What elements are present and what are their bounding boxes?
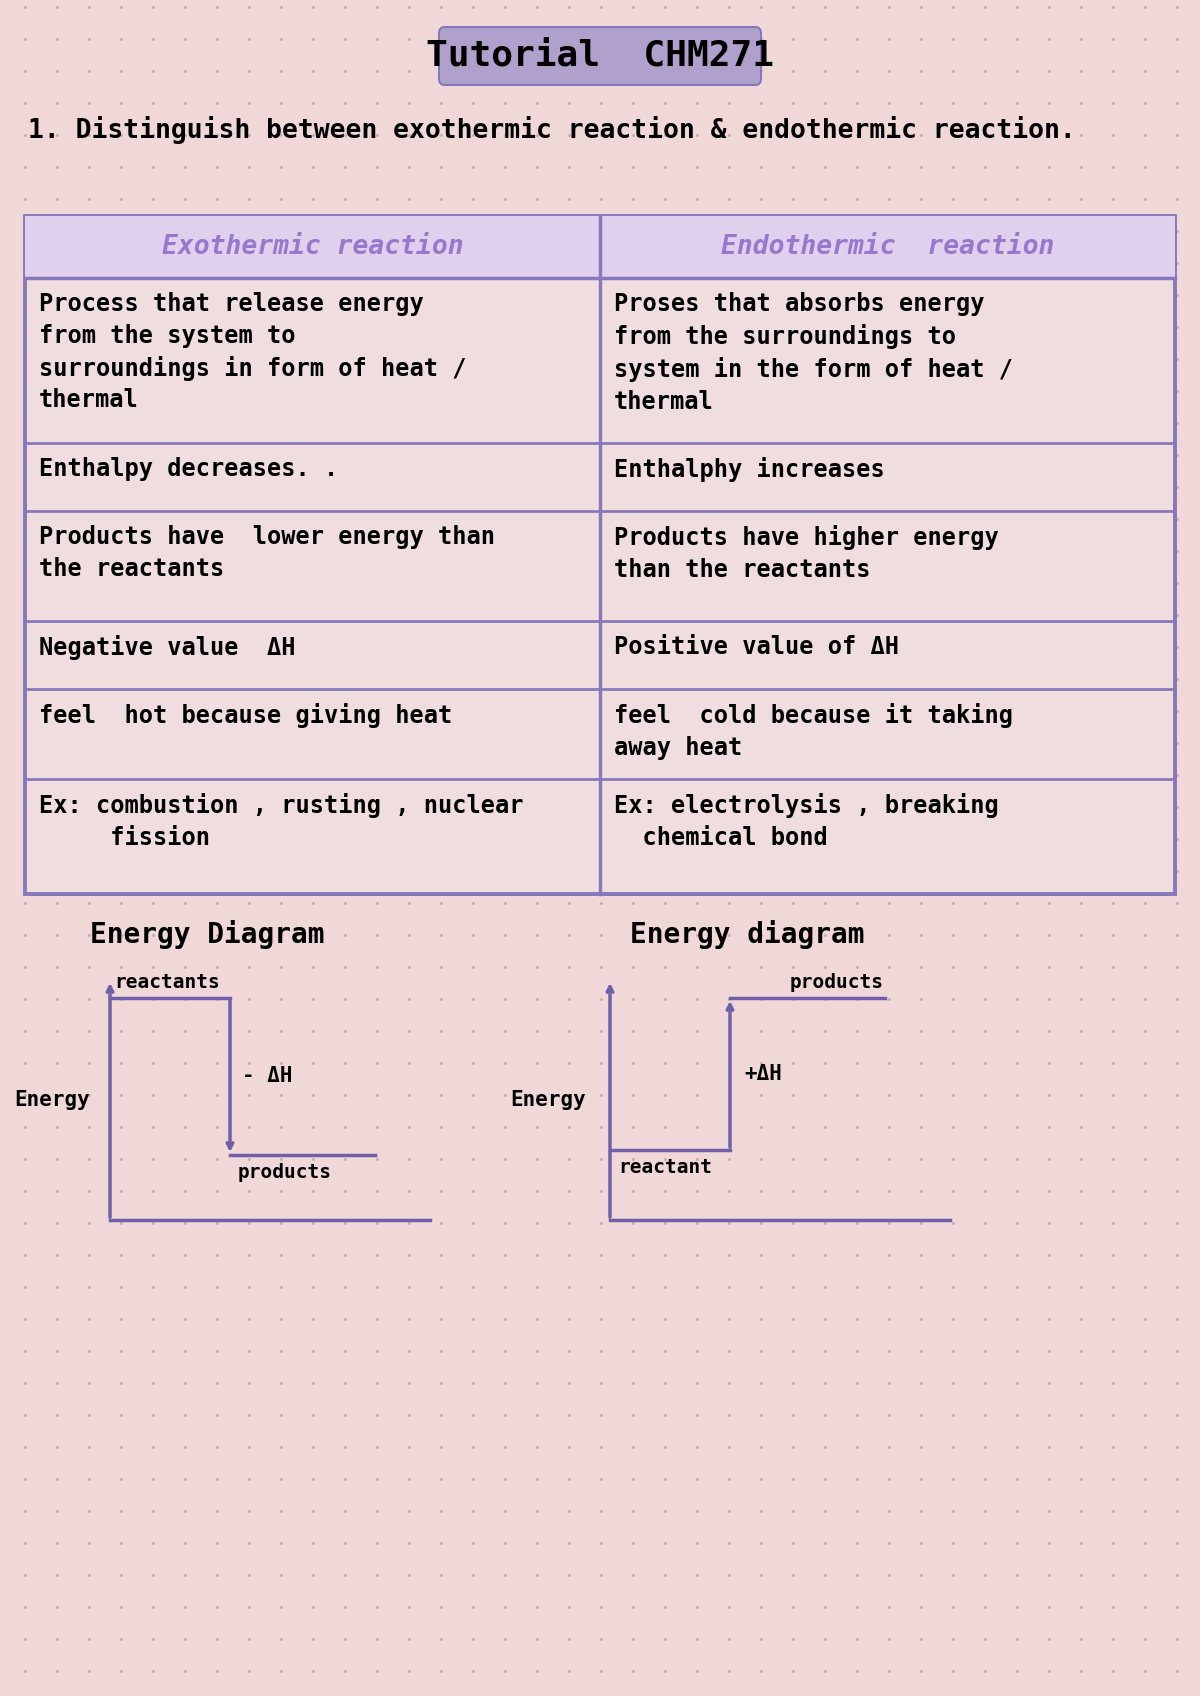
Text: Energy diagram: Energy diagram bbox=[630, 919, 864, 950]
Text: Products have  lower energy than
the reactants: Products have lower energy than the reac… bbox=[38, 526, 496, 580]
Text: Tutorial  CHM271: Tutorial CHM271 bbox=[426, 39, 774, 73]
Bar bbox=[25, 215, 1175, 894]
Text: 1. Distinguish between exothermic reaction & endothermic reaction.: 1. Distinguish between exothermic reacti… bbox=[28, 115, 1075, 144]
FancyBboxPatch shape bbox=[439, 27, 761, 85]
Text: reactant: reactant bbox=[618, 1158, 712, 1177]
Text: products: products bbox=[238, 1163, 332, 1182]
Text: Ex: combustion , rusting , nuclear
     fission: Ex: combustion , rusting , nuclear fissi… bbox=[38, 794, 523, 850]
Text: Ex: electrolysis , breaking
  chemical bond: Ex: electrolysis , breaking chemical bon… bbox=[614, 794, 998, 850]
Text: +ΔH: +ΔH bbox=[744, 1063, 782, 1084]
Text: - ΔH: - ΔH bbox=[242, 1067, 293, 1087]
Text: Positive value of ΔH: Positive value of ΔH bbox=[614, 634, 899, 660]
Text: Energy: Energy bbox=[14, 1091, 90, 1109]
Text: feel  cold because it taking
away heat: feel cold because it taking away heat bbox=[614, 704, 1013, 760]
Text: Proses that absorbs energy
from the surroundings to
system in the form of heat /: Proses that absorbs energy from the surr… bbox=[614, 292, 1013, 414]
Text: Enthalpy decreases. .: Enthalpy decreases. . bbox=[38, 456, 338, 482]
Text: feel  hot because giving heat: feel hot because giving heat bbox=[38, 704, 452, 728]
Text: Energy: Energy bbox=[510, 1091, 586, 1109]
Bar bbox=[25, 215, 1175, 278]
Text: Negative value  ΔH: Negative value ΔH bbox=[38, 634, 295, 660]
Text: Process that release energy
from the system to
surroundings in form of heat /
th: Process that release energy from the sys… bbox=[38, 292, 467, 412]
Text: reactants: reactants bbox=[114, 974, 220, 992]
Text: Endothermic  reaction: Endothermic reaction bbox=[721, 234, 1054, 259]
Text: Products have higher energy
than the reactants: Products have higher energy than the rea… bbox=[614, 526, 998, 582]
Text: products: products bbox=[790, 974, 884, 992]
Text: Energy Diagram: Energy Diagram bbox=[90, 919, 324, 950]
Text: Enthalphy increases: Enthalphy increases bbox=[614, 456, 884, 482]
Text: Exothermic reaction: Exothermic reaction bbox=[162, 234, 463, 259]
